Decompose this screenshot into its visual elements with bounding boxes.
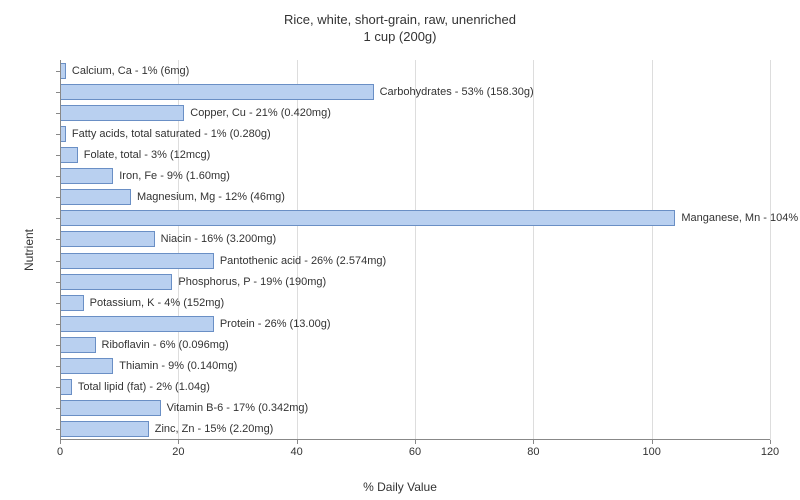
x-tick-label: 80 [527,446,539,458]
bar [60,274,172,290]
nutrient-chart: Rice, white, short-grain, raw, unenriche… [0,0,800,500]
bar-label: Riboflavin - 6% (0.096mg) [96,337,229,353]
x-tick-label: 40 [291,446,303,458]
bar-label: Niacin - 16% (3.200mg) [155,231,277,247]
x-tick [415,440,416,444]
bar [60,231,155,247]
bar [60,358,113,374]
bar-label: Folate, total - 3% (12mcg) [78,147,211,163]
bar [60,400,161,416]
x-tick [178,440,179,444]
bar-label: Iron, Fe - 9% (1.60mg) [113,168,230,184]
bar-label: Magnesium, Mg - 12% (46mg) [131,189,285,205]
chart-title-line2: 1 cup (200g) [0,29,800,46]
bars-container: Calcium, Ca - 1% (6mg) Carbohydrates - 53… [60,60,770,440]
bar [60,379,72,395]
bar [60,84,374,100]
y-axis-label: Nutrient [22,229,36,271]
x-tick-label: 0 [57,446,63,458]
x-tick [60,440,61,444]
bar-label: Fatty acids, total saturated - 1% (0.280… [66,126,271,142]
x-tick [652,440,653,444]
plot-area: Calcium, Ca - 1% (6mg) Carbohydrates - 53… [60,60,770,440]
bar [60,421,149,437]
x-tick [770,440,771,444]
bar-label: Carbohydrates - 53% (158.30g) [374,84,534,100]
bar-label: Zinc, Zn - 15% (2.20mg) [149,421,274,437]
x-axis-label: % Daily Value [363,480,437,494]
x-tick [533,440,534,444]
gridline [770,60,771,440]
x-tick-label: 120 [761,446,779,458]
x-tick-label: 100 [642,446,660,458]
bar [60,147,78,163]
bar [60,168,113,184]
chart-title: Rice, white, short-grain, raw, unenriche… [0,0,800,46]
bar-label: Manganese, Mn - 104% (2.074mg) [675,210,800,226]
bar [60,295,84,311]
bar-label: Protein - 26% (13.00g) [214,316,331,332]
x-tick-label: 60 [409,446,421,458]
bar [60,210,675,226]
bar-label: Calcium, Ca - 1% (6mg) [66,63,189,79]
bar [60,316,214,332]
x-tick [297,440,298,444]
bar [60,105,184,121]
bar-label: Thiamin - 9% (0.140mg) [113,358,237,374]
bar [60,337,96,353]
bar-label: Copper, Cu - 21% (0.420mg) [184,105,331,121]
bar [60,189,131,205]
bar-label: Phosphorus, P - 19% (190mg) [172,274,326,290]
bar-label: Total lipid (fat) - 2% (1.04g) [72,379,210,395]
bar-label: Pantothenic acid - 26% (2.574mg) [214,253,386,269]
chart-title-line1: Rice, white, short-grain, raw, unenriche… [0,12,800,29]
x-tick-label: 20 [172,446,184,458]
y-axis-line [60,60,61,440]
bar-label: Vitamin B-6 - 17% (0.342mg) [161,400,309,416]
bar-label: Potassium, K - 4% (152mg) [84,295,225,311]
bar [60,253,214,269]
